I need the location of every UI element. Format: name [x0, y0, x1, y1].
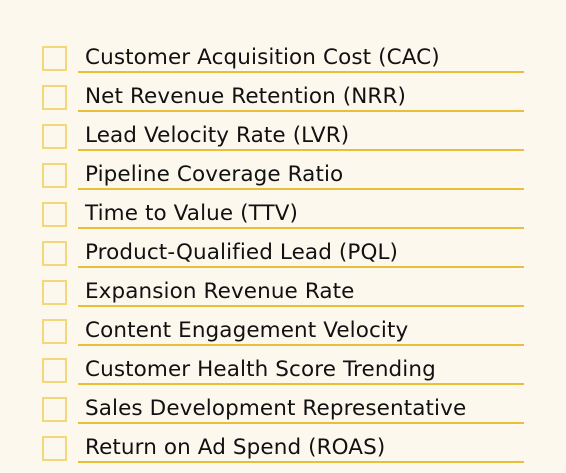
- underline-divider: [78, 344, 524, 346]
- checklist-item-label: Net Revenue Retention (NRR): [85, 84, 406, 109]
- underline-divider: [78, 71, 524, 73]
- underline-divider: [78, 422, 524, 424]
- underline-divider: [78, 461, 524, 463]
- checklist-item-content-engagement: Content Engagement Velocity: [42, 317, 524, 356]
- checklist-item-label: Return on Ad Spend (ROAS): [85, 435, 386, 460]
- underline-divider: [78, 383, 524, 385]
- checklist-item-label: Customer Acquisition Cost (CAC): [85, 45, 440, 70]
- checkbox[interactable]: [42, 85, 67, 110]
- checkbox[interactable]: [42, 280, 67, 305]
- checklist-item-label: Pipeline Coverage Ratio: [85, 162, 344, 187]
- checklist-item-cac: Customer Acquisition Cost (CAC): [42, 44, 524, 83]
- underline-divider: [78, 188, 524, 190]
- underline-divider: [78, 305, 524, 307]
- checkbox[interactable]: [42, 46, 67, 71]
- checklist: Customer Acquisition Cost (CAC) Net Reve…: [42, 44, 524, 473]
- checkbox[interactable]: [42, 397, 67, 422]
- checklist-item-nrr: Net Revenue Retention (NRR): [42, 83, 524, 122]
- checkbox[interactable]: [42, 358, 67, 383]
- checkbox[interactable]: [42, 163, 67, 188]
- checklist-item-label: Content Engagement Velocity: [85, 318, 409, 343]
- checkbox[interactable]: [42, 202, 67, 227]
- underline-divider: [78, 266, 524, 268]
- underline-divider: [78, 227, 524, 229]
- checklist-item-label: Customer Health Score Trending: [85, 357, 436, 382]
- checklist-item-label: Lead Velocity Rate (LVR): [85, 123, 350, 148]
- checklist-item-expansion-revenue: Expansion Revenue Rate: [42, 278, 524, 317]
- checkbox[interactable]: [42, 124, 67, 149]
- underline-divider: [78, 110, 524, 112]
- checklist-item-label: Expansion Revenue Rate: [85, 279, 355, 304]
- underline-divider: [78, 149, 524, 151]
- checklist-item-roas: Return on Ad Spend (ROAS): [42, 434, 524, 473]
- checkbox[interactable]: [42, 436, 67, 461]
- checklist-item-sdr: Sales Development Representative: [42, 395, 524, 434]
- checklist-item-pipeline-coverage: Pipeline Coverage Ratio: [42, 161, 524, 200]
- checkbox[interactable]: [42, 241, 67, 266]
- checklist-item-customer-health: Customer Health Score Trending: [42, 356, 524, 395]
- checkbox[interactable]: [42, 319, 67, 344]
- checklist-item-ttv: Time to Value (TTV): [42, 200, 524, 239]
- checklist-item-label: Sales Development Representative: [85, 396, 467, 421]
- checklist-item-lvr: Lead Velocity Rate (LVR): [42, 122, 524, 161]
- checklist-item-label: Time to Value (TTV): [85, 201, 299, 226]
- checklist-item-label: Product-Qualified Lead (PQL): [85, 240, 399, 265]
- checklist-item-pql: Product-Qualified Lead (PQL): [42, 239, 524, 278]
